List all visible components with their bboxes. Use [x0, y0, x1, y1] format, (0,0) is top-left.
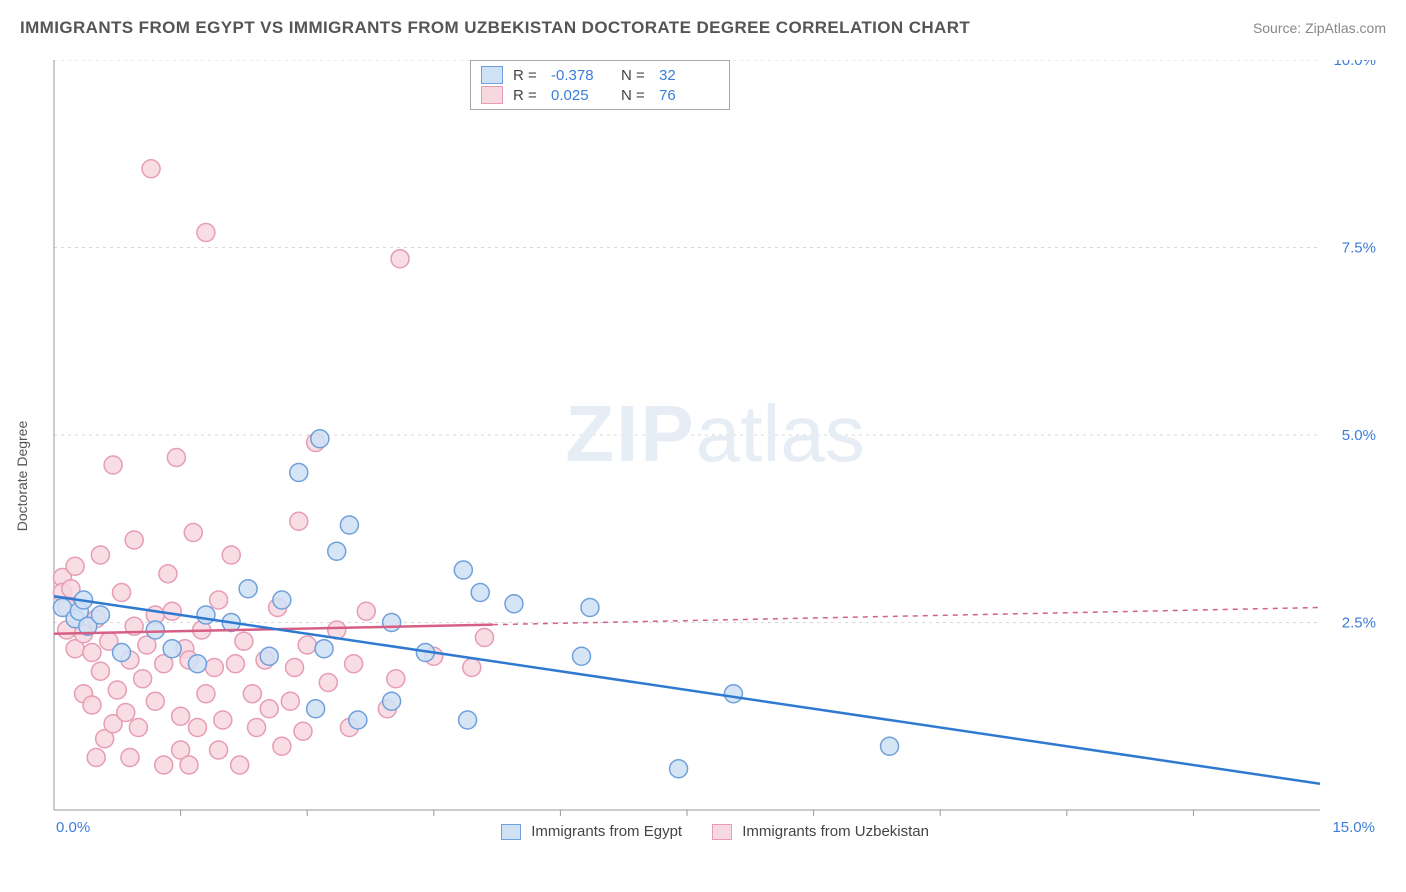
chart-area: ZIPatlas 0.0%15.0%2.5%5.0%7.5%10.0% R = … — [50, 60, 1380, 840]
legend-r-label: R = — [513, 67, 541, 84]
legend-swatch-egypt — [501, 824, 521, 840]
legend-r-value: 0.025 — [551, 87, 611, 104]
chart-source: Source: ZipAtlas.com — [1253, 20, 1386, 36]
legend-label-uzbekistan: Immigrants from Uzbekistan — [742, 823, 929, 840]
chart-header: IMMIGRANTS FROM EGYPT VS IMMIGRANTS FROM… — [20, 18, 1386, 38]
legend-swatch-egypt — [481, 66, 503, 84]
legend-item-egypt: Immigrants from Egypt — [501, 823, 682, 840]
legend-label-egypt: Immigrants from Egypt — [531, 823, 682, 840]
legend-n-label: N = — [621, 87, 649, 104]
svg-text:10.0%: 10.0% — [1333, 60, 1376, 69]
y-axis-label: Doctorate Degree — [14, 421, 30, 532]
svg-text:2.5%: 2.5% — [1342, 615, 1376, 632]
legend-swatch-uzbekistan — [712, 824, 732, 840]
svg-text:7.5%: 7.5% — [1342, 240, 1376, 257]
legend-n-value: 76 — [659, 87, 719, 104]
legend-r-value: -0.378 — [551, 67, 611, 84]
series-legend: Immigrants from Egypt Immigrants from Uz… — [50, 823, 1380, 840]
legend-swatch-uzbekistan — [481, 86, 503, 104]
legend-row-uzbekistan: R = 0.025 N = 76 — [481, 85, 719, 105]
legend-n-label: N = — [621, 67, 649, 84]
legend-n-value: 32 — [659, 67, 719, 84]
svg-text:5.0%: 5.0% — [1342, 427, 1376, 444]
scatter-plot: 0.0%15.0%2.5%5.0%7.5%10.0% — [50, 60, 1380, 840]
correlation-legend: R = -0.378 N = 32 R = 0.025 N = 76 — [470, 60, 730, 110]
legend-item-uzbekistan: Immigrants from Uzbekistan — [712, 823, 929, 840]
legend-r-label: R = — [513, 87, 541, 104]
legend-row-egypt: R = -0.378 N = 32 — [481, 65, 719, 85]
chart-title: IMMIGRANTS FROM EGYPT VS IMMIGRANTS FROM… — [20, 18, 970, 38]
